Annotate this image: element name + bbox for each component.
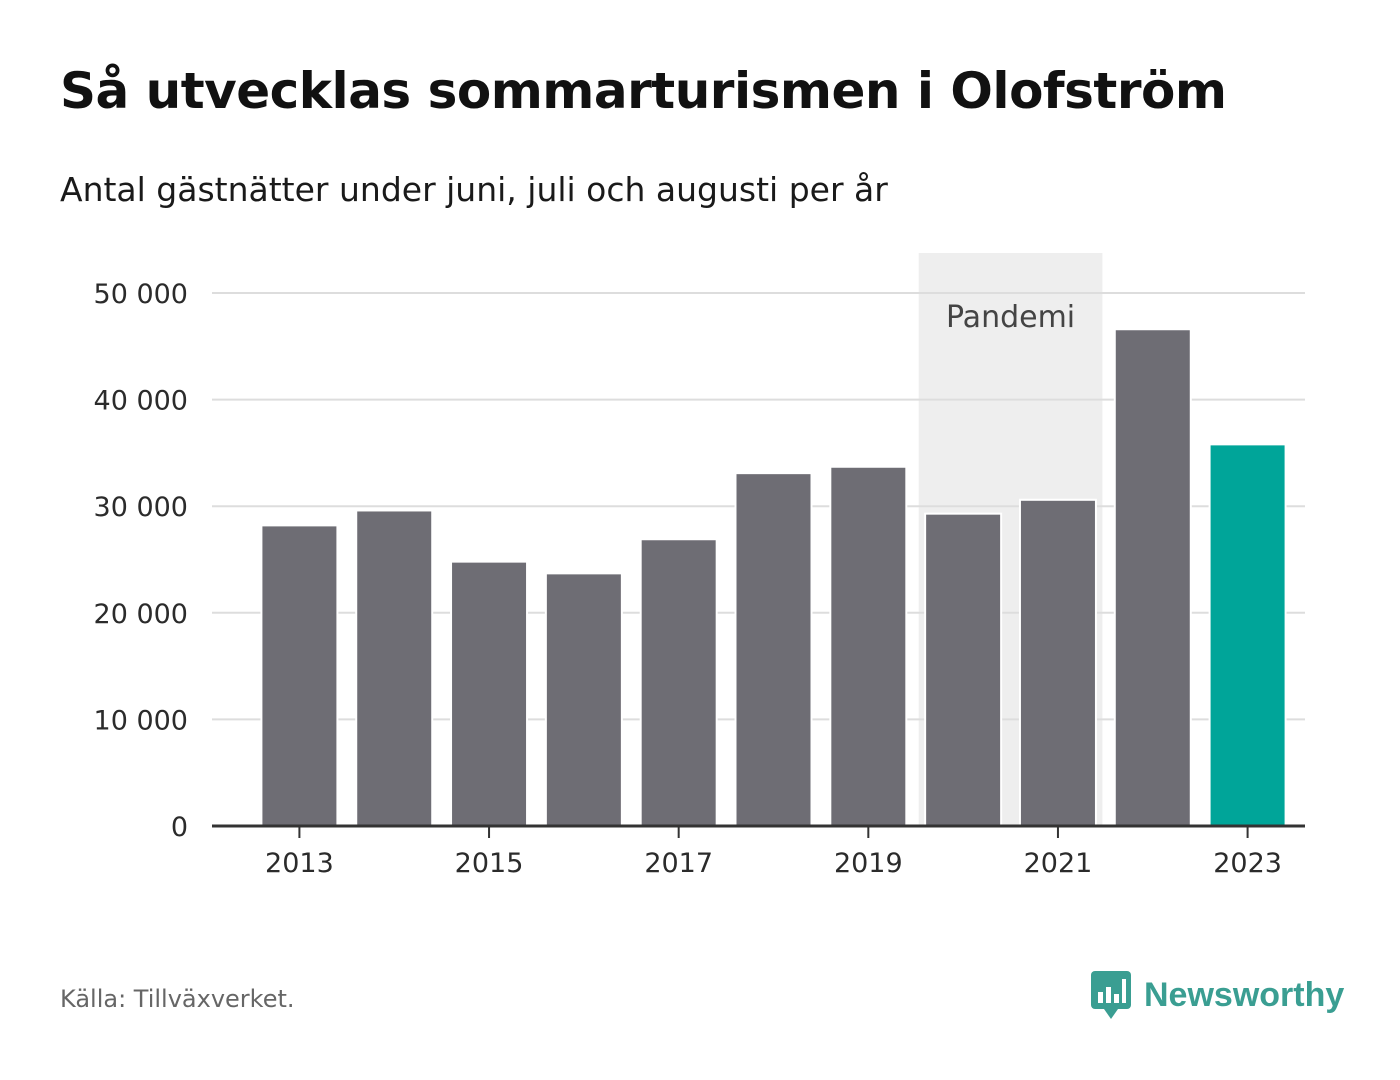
bar-chart-speech-bubble-icon [1091,971,1131,1019]
bar-2016 [544,572,623,827]
bar-2018 [734,472,813,828]
bar-2013 [260,524,339,827]
bar-2014 [355,509,434,827]
bar-2015 [450,560,529,827]
brand-logo: Newsworthy [1090,970,1344,1020]
x-tick-label: 2013 [265,848,334,879]
bar-2020 [924,512,1003,827]
bar-2023 [1208,443,1287,827]
x-tick-label: 2019 [834,848,903,879]
y-tick-label: 50 000 [94,279,188,310]
pandemic-label: Pandemi [946,300,1075,335]
y-tick-label: 10 000 [94,705,188,736]
x-tick-label: 2023 [1213,848,1282,879]
y-tick-label: 30 000 [94,492,188,523]
source-note: Källa: Tillväxverket. [60,985,295,1013]
x-tick-label: 2021 [1024,848,1093,879]
x-tick-label: 2015 [455,848,524,879]
bar-chart: 0 10 000 20 000 30 000 40 000 50 000 Pandemi 20… [94,253,1305,879]
x-tick-label: 2017 [644,848,713,879]
bar-2019 [829,465,908,827]
bar-2021 [1018,498,1097,827]
bar-2017 [639,538,718,827]
chart-title: Så utvecklas sommarturismen i Olofström [60,62,1227,120]
y-tick-label: 0 [171,812,188,843]
brand-name: Newsworthy [1144,975,1345,1014]
chart-subtitle: Antal gästnätter under juni, juli och au… [60,170,888,209]
y-tick-label: 20 000 [94,599,188,630]
bar-2022 [1113,328,1192,828]
y-tick-label: 40 000 [94,386,188,417]
